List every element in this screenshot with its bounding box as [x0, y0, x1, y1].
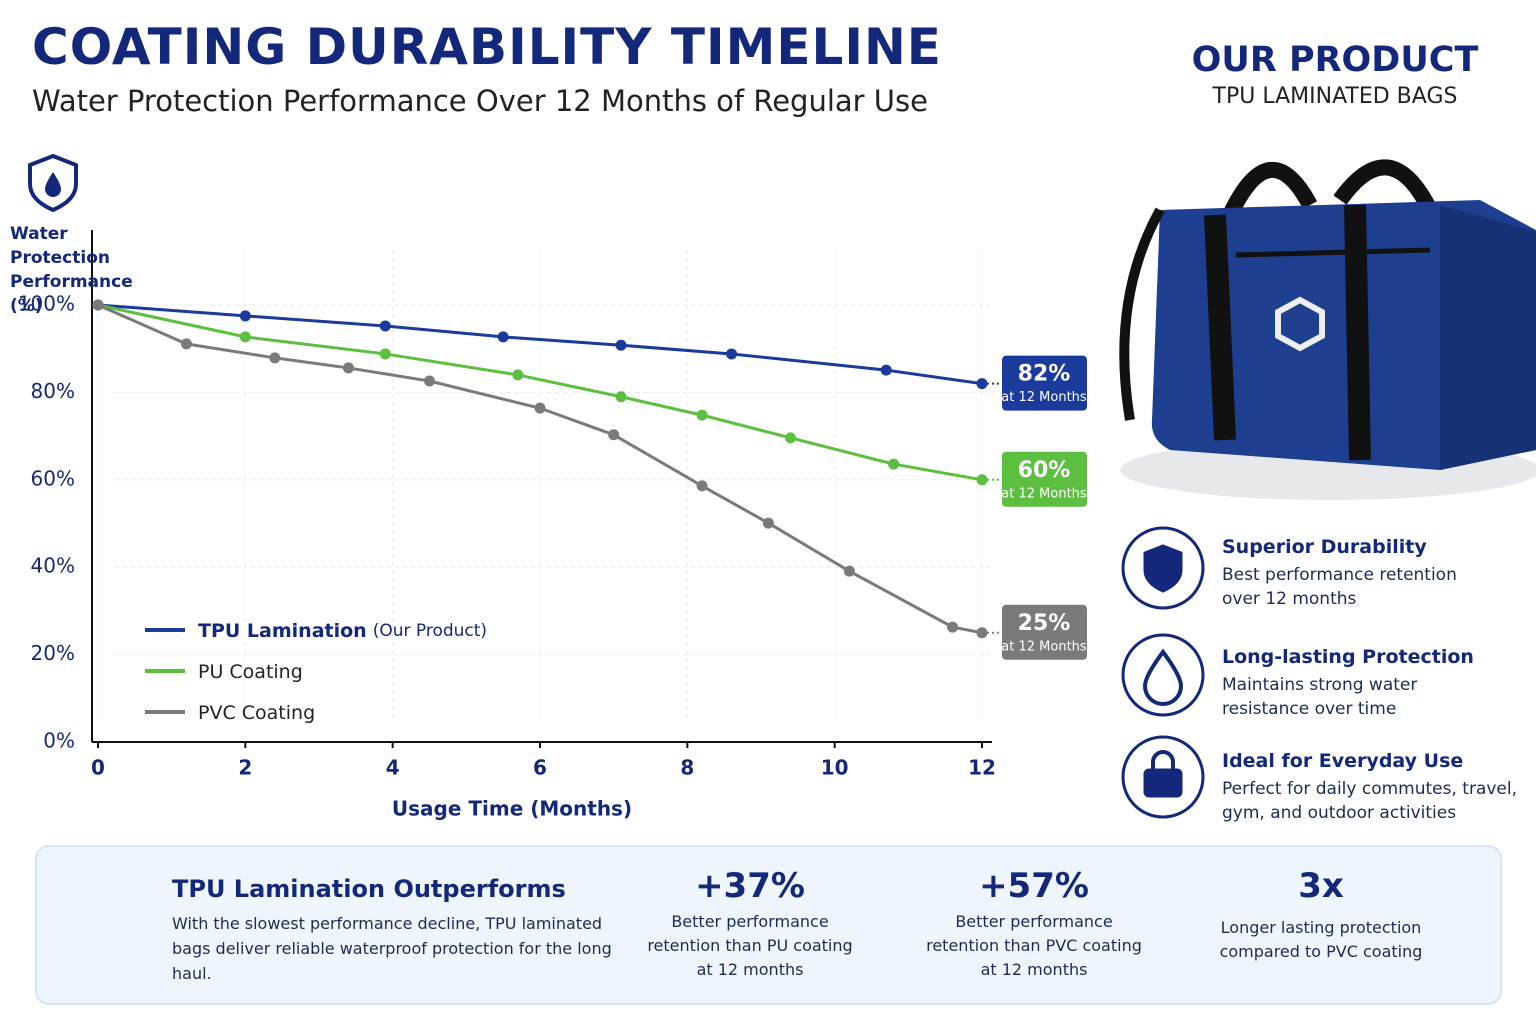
- feature-icons: [1121, 526, 1205, 819]
- x-tick-label: 6: [533, 756, 547, 780]
- data-point: [880, 364, 892, 376]
- data-point: [239, 331, 251, 343]
- data-point: [342, 362, 354, 374]
- feature-title: Superior Durability: [1222, 536, 1427, 558]
- x-tick-label: 12: [968, 756, 996, 780]
- stat-value: +37%: [695, 866, 805, 906]
- summary-text: With the slowest performance decline, TP…: [172, 914, 612, 983]
- feature-text: Perfect for daily commutes, travel, gym,…: [1222, 779, 1518, 823]
- stat-value: 3x: [1298, 866, 1344, 906]
- data-point: [762, 517, 774, 529]
- data-point: [843, 565, 855, 577]
- summary-box: [35, 845, 1502, 1005]
- value-label-note: at 12 Months: [1001, 639, 1087, 654]
- legend-name: TPU Lamination: [198, 620, 367, 642]
- x-axis-title: Usage Time (Months): [392, 797, 632, 821]
- y-tick-label: 40%: [31, 554, 75, 578]
- title: COATING DURABILITY TIMELINE: [32, 18, 942, 76]
- data-point: [726, 348, 738, 360]
- data-point: [615, 391, 627, 403]
- legend-note: (Our Product): [373, 621, 487, 641]
- shield-icon: [28, 153, 78, 213]
- feature-title: Ideal for Everyday Use: [1222, 750, 1464, 772]
- summary-title: TPU Lamination Outperforms: [172, 875, 566, 903]
- legend-name: PVC Coating: [198, 702, 315, 724]
- legend-label: TPU Lamination (Our Product): [198, 620, 487, 642]
- stat-text: Better performance retention than PU coa…: [647, 912, 853, 979]
- value-label: 60%: [1018, 458, 1071, 483]
- product-subtitle: TPU LAMINATED BAGS: [1212, 84, 1458, 109]
- x-tick-label: 4: [386, 756, 400, 780]
- value-label-box: [1002, 604, 1087, 660]
- value-label-note: at 12 Months: [1001, 486, 1087, 501]
- data-point: [696, 409, 708, 421]
- data-point: [379, 320, 391, 332]
- product-title: OUR PRODUCT: [1191, 40, 1479, 80]
- feature-text: Maintains strong water resistance over t…: [1222, 675, 1418, 719]
- stat-text: Longer lasting protection compared to PV…: [1219, 918, 1423, 961]
- data-point: [784, 432, 796, 444]
- y-tick-label: 80%: [31, 379, 75, 403]
- y-axis-title: Water Protection Performance (%): [10, 224, 133, 316]
- data-point: [497, 331, 509, 343]
- feature-title: Long-lasting Protection: [1222, 646, 1474, 668]
- x-tick-label: 2: [238, 756, 252, 780]
- data-point: [239, 310, 251, 322]
- y-tick-label: 60%: [31, 466, 75, 490]
- subtitle: Water Protection Performance Over 12 Mon…: [32, 84, 928, 118]
- x-tick-label: 0: [91, 756, 105, 780]
- series-line: [97, 303, 983, 635]
- data-point: [615, 339, 627, 351]
- legend-label: PVC Coating: [198, 702, 315, 724]
- data-point: [379, 348, 391, 360]
- series-line: [97, 303, 983, 386]
- bag-illustration: [1119, 159, 1536, 500]
- data-point: [92, 299, 104, 311]
- stat-value: +57%: [979, 866, 1089, 906]
- value-label: 82%: [1018, 362, 1071, 387]
- value-label: 25%: [1018, 611, 1071, 636]
- data-point: [269, 352, 281, 364]
- data-point: [608, 429, 620, 441]
- legend-label: PU Coating: [198, 661, 303, 683]
- y-tick-label: 20%: [31, 641, 75, 665]
- y-tick-label: 0%: [43, 729, 75, 753]
- value-label-box: [1002, 355, 1087, 411]
- feature-text: Best performance retention over 12 month…: [1222, 565, 1457, 609]
- data-point: [888, 458, 900, 470]
- data-point: [180, 338, 192, 350]
- stat-text: Better performance retention than PVC co…: [926, 912, 1142, 979]
- value-label-note: at 12 Months: [1001, 390, 1087, 405]
- x-tick-label: 10: [821, 756, 849, 780]
- data-point: [534, 402, 546, 414]
- y-tick-label: 100%: [18, 292, 75, 316]
- data-point: [512, 369, 524, 381]
- legend-name: PU Coating: [198, 661, 303, 683]
- x-tick-label: 8: [680, 756, 694, 780]
- data-point: [424, 375, 435, 387]
- data-point: [696, 480, 708, 492]
- value-label-box: [1002, 451, 1087, 507]
- data-point: [947, 621, 959, 633]
